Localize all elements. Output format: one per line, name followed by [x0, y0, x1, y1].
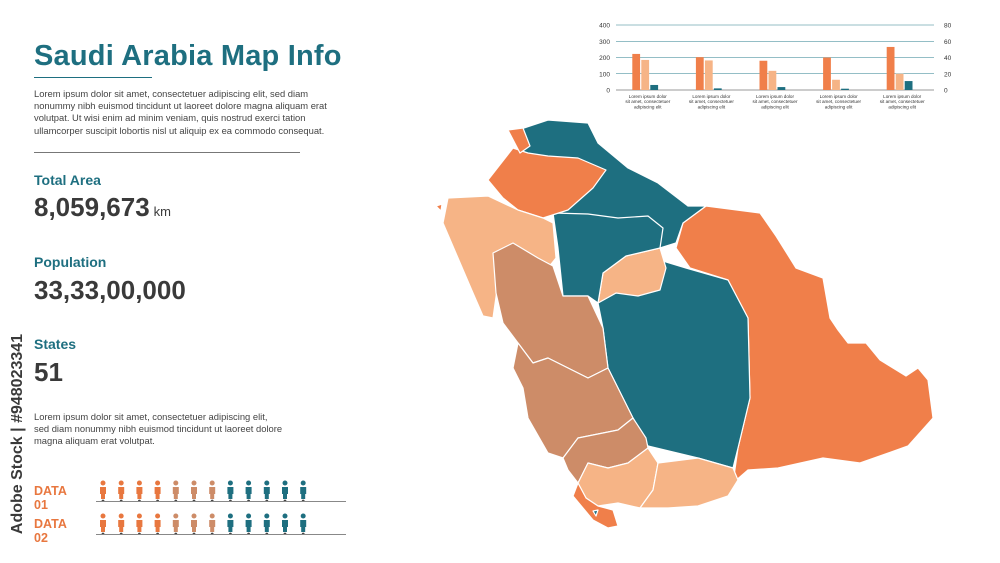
- bar: [768, 70, 777, 90]
- bar-chart: 0 0 100 20 200 40 300 60 400 80 Lorem ipsum dolor s…: [599, 23, 952, 110]
- bar: [695, 57, 704, 90]
- category-label: Lorem ipsum dolor sit amet, consectetuer a…: [816, 94, 861, 109]
- person-icon: [263, 480, 270, 502]
- bar: [886, 46, 895, 90]
- y-left-tick-label: 200: [599, 55, 610, 62]
- person-icon: [154, 513, 161, 535]
- y-left-tick-label: 300: [599, 39, 610, 46]
- person-icon: [227, 513, 234, 535]
- watermark-text: Adobe Stock | #948023341: [9, 333, 26, 535]
- y-left-tick-label: 400: [599, 23, 610, 30]
- total-area-value: 8,059,673 km: [34, 192, 171, 223]
- region-jizan: [572, 482, 619, 529]
- y-left-tick-label: 0: [606, 88, 610, 95]
- y-right-tick-label: 60: [944, 39, 952, 46]
- page-title: Saudi Arabia Map Info: [34, 40, 342, 72]
- person-icon: [191, 480, 197, 502]
- island-small: [435, 203, 443, 212]
- person-icon: [245, 480, 252, 502]
- bar: [713, 88, 722, 90]
- bar: [841, 88, 849, 90]
- total-area-number: 8,059,673: [34, 192, 150, 222]
- island: [592, 509, 599, 517]
- bar: [832, 79, 840, 90]
- person-icon: [282, 513, 288, 535]
- description-paragraph: Lorem ipsum dolor sit amet, consectetuer…: [34, 411, 283, 447]
- bar: [650, 84, 659, 90]
- category-label: Lorem ipsum dolor sit amet, consectetuer a…: [625, 94, 670, 109]
- person-icon: [282, 480, 288, 502]
- person-icon: [209, 480, 216, 502]
- bar: [641, 59, 650, 90]
- person-icon: [154, 480, 161, 502]
- population-label: Population: [34, 254, 107, 270]
- bar: [704, 60, 713, 90]
- people-icons-row-2: [100, 513, 307, 535]
- category-label: Lorem ipsum dolor sit amet, consectetuer a…: [689, 94, 734, 109]
- y-right-tick-label: 0: [944, 88, 948, 95]
- person-icon: [245, 513, 252, 535]
- watermark-vertical: Adobe Stock | #948023341: [3, 325, 29, 555]
- bar: [759, 60, 768, 90]
- total-area-label: Total Area: [34, 172, 101, 188]
- y-right-tick-label: 80: [944, 23, 952, 30]
- person-icon: [263, 513, 270, 535]
- person-icon: [100, 513, 106, 535]
- intro-divider: [34, 152, 300, 153]
- person-icon: [191, 513, 197, 535]
- person-icon: [136, 513, 143, 535]
- person-icon: [209, 513, 216, 535]
- data-row-1-label: DATA 01: [34, 484, 67, 512]
- person-icon: [300, 513, 307, 535]
- people-icons-row-1: [100, 480, 307, 502]
- y-right-tick-label: 20: [944, 71, 952, 78]
- person-icon: [100, 480, 106, 502]
- saudi-arabia-map: [435, 119, 934, 529]
- region-northwest-tip: [507, 127, 531, 154]
- bar: [895, 73, 904, 90]
- person-icon: [118, 513, 125, 535]
- states-label: States: [34, 336, 77, 352]
- bar: [823, 57, 831, 90]
- person-icon: [300, 480, 307, 502]
- bar: [632, 53, 641, 90]
- states-value: 51: [34, 357, 63, 387]
- category-label: Lorem ipsum dolor sit amet, consectetuer a…: [753, 94, 798, 109]
- y-left-tick-label: 100: [599, 71, 610, 78]
- bar: [777, 87, 786, 90]
- region-jawf: [487, 147, 607, 219]
- title-underline: [34, 77, 152, 78]
- person-icon: [172, 513, 179, 535]
- category-label: Lorem ipsum dolor sit amet, consectetuer a…: [880, 94, 925, 109]
- total-area-unit: km: [153, 204, 172, 219]
- person-icon: [118, 480, 125, 502]
- person-icon: [136, 480, 143, 502]
- data-row-2-line: [96, 534, 346, 535]
- person-icon: [172, 480, 179, 502]
- intro-paragraph: Lorem ipsum dolor sit amet, consectetuer…: [34, 88, 327, 136]
- data-row-2-label: DATA 02: [34, 517, 67, 545]
- person-icon: [227, 480, 234, 502]
- population-value: 33,33,00,000: [34, 275, 186, 305]
- y-right-tick-label: 40: [944, 55, 952, 62]
- data-row-1-line: [96, 501, 346, 502]
- bar: [904, 81, 913, 90]
- region-najran-south: [639, 457, 739, 509]
